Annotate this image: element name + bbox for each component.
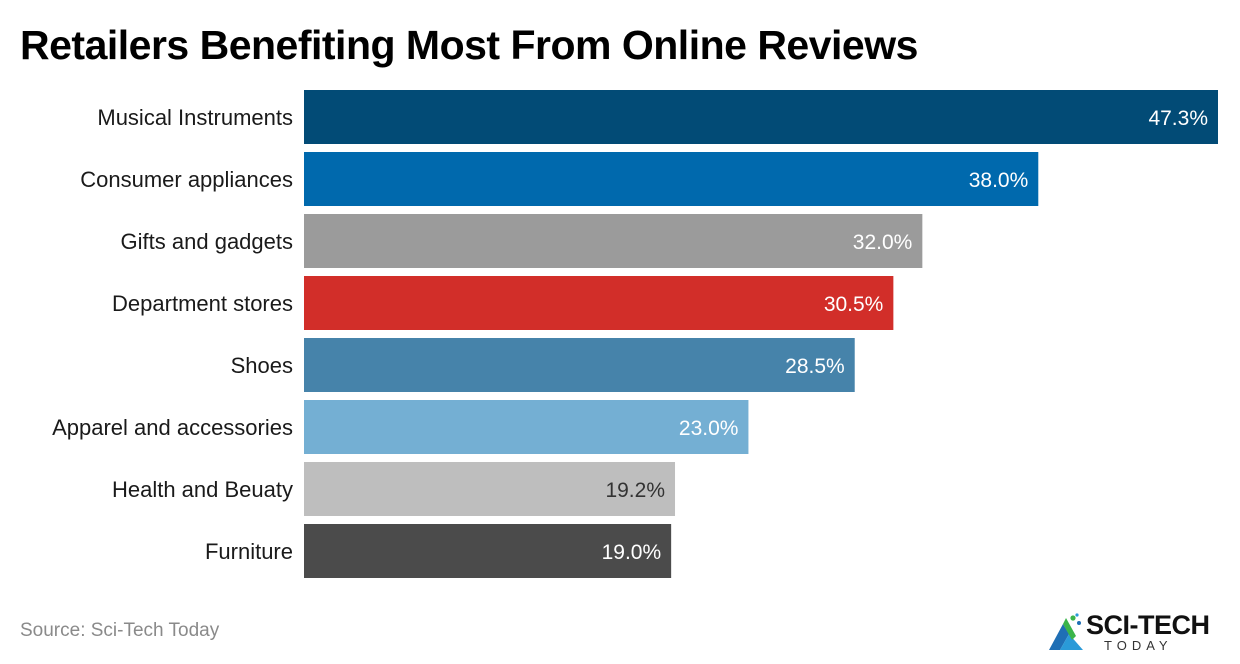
bars-group: Musical Instruments 47.3% Consumer applian… <box>52 90 1218 578</box>
bar-6 <box>304 462 676 516</box>
bar-1 <box>304 152 1039 206</box>
bar-5 <box>304 400 749 454</box>
brand-logo: SCI-TECH TODAY <box>1046 610 1226 656</box>
category-label-2: Gifts and gadgets <box>121 229 293 254</box>
bar-4 <box>304 338 855 392</box>
category-label-1: Consumer appliances <box>80 167 293 192</box>
category-label-7: Furniture <box>205 539 293 564</box>
logo-name-bottom: TODAY <box>1104 638 1173 653</box>
bar-chart: Musical Instruments 47.3% Consumer applian… <box>52 90 1218 578</box>
value-label-4: 28.5% <box>785 355 845 378</box>
bar-7 <box>304 524 672 578</box>
category-label-6: Health and Beuaty <box>112 477 293 502</box>
bar-3 <box>304 276 894 330</box>
value-label-7: 19.0% <box>602 541 662 564</box>
bar-0 <box>304 90 1218 144</box>
category-label-0: Musical Instruments <box>97 105 293 130</box>
value-label-3: 30.5% <box>824 293 884 316</box>
category-label-4: Shoes <box>231 353 293 378</box>
bar-2 <box>304 214 923 268</box>
logo-name-top: SCI-TECH <box>1086 610 1210 640</box>
chart-title: Retailers Benefiting Most From Online Re… <box>20 22 918 68</box>
value-label-5: 23.0% <box>679 417 739 440</box>
value-label-2: 32.0% <box>853 231 913 254</box>
logo-mark-icon <box>1049 613 1083 650</box>
value-label-0: 47.3% <box>1148 107 1208 130</box>
value-label-1: 38.0% <box>969 169 1029 192</box>
value-label-6: 19.2% <box>605 479 665 502</box>
source-note: Source: Sci-Tech Today <box>20 620 220 641</box>
category-label-5: Apparel and accessories <box>52 415 293 440</box>
category-label-3: Department stores <box>112 291 293 316</box>
